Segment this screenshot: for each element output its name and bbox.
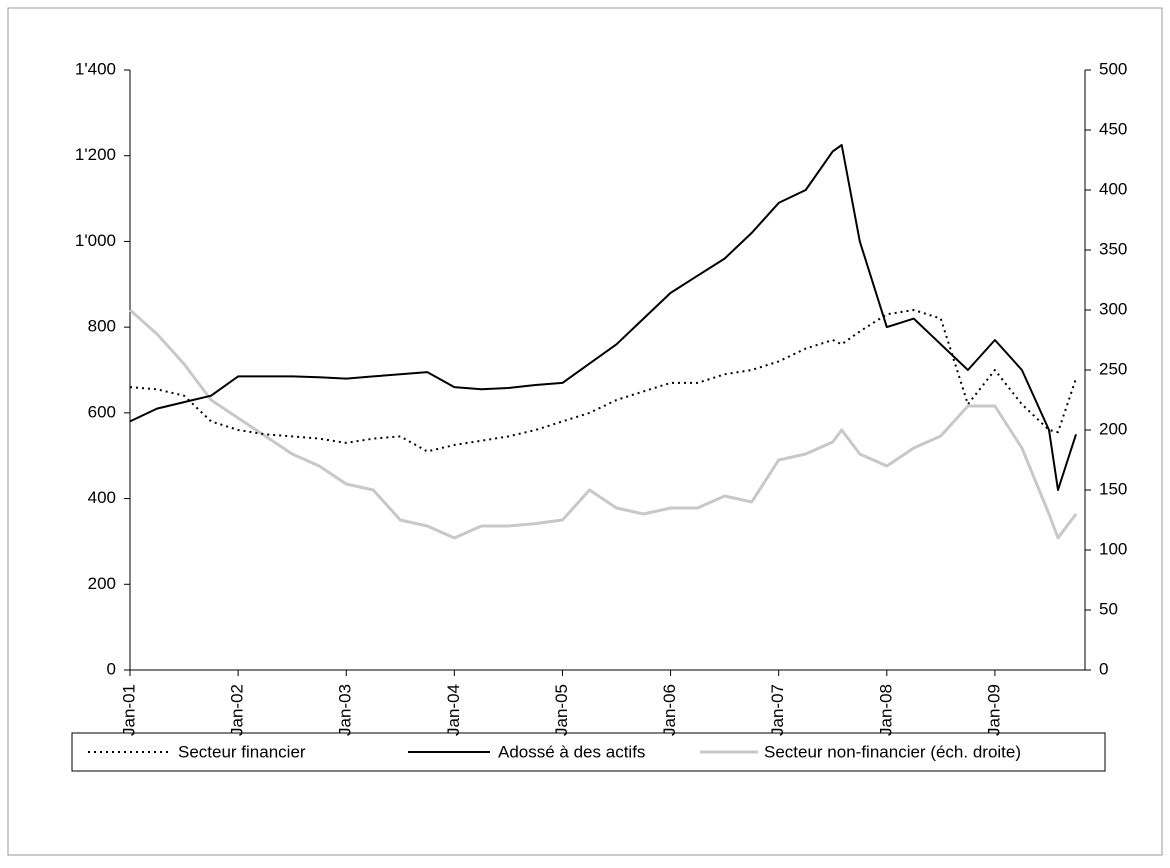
x-tick-label: Jan-07 <box>768 684 787 736</box>
x-tick-label: Jan-06 <box>660 684 679 736</box>
y2-tick-label: 0 <box>1099 659 1108 678</box>
chart-frame <box>7 7 1163 856</box>
legend-label: Adossé à des actifs <box>498 742 645 761</box>
series-line <box>129 308 1078 540</box>
y2-tick-label: 300 <box>1099 299 1127 318</box>
y-tick-label: 1'400 <box>75 59 116 78</box>
legend-label: Secteur financier <box>178 742 306 761</box>
y2-tick-label: 200 <box>1099 419 1127 438</box>
y-tick-label: 1'000 <box>75 231 116 250</box>
y-tick-label: 400 <box>88 488 116 507</box>
x-tick-label: Jan-01 <box>119 684 138 736</box>
legend-label: Secteur non-financier (éch. droite) <box>764 742 1021 761</box>
y2-tick-label: 100 <box>1099 539 1127 558</box>
series-line <box>129 309 1077 453</box>
y2-tick-label: 400 <box>1099 179 1127 198</box>
y-tick-label: 200 <box>88 574 116 593</box>
y2-tick-label: 450 <box>1099 119 1127 138</box>
y-tick-label: 1'200 <box>75 145 116 164</box>
legend-box <box>71 732 1106 772</box>
x-tick-label: Jan-05 <box>552 684 571 736</box>
y-tick-label: 0 <box>107 659 116 678</box>
series-line <box>129 144 1077 491</box>
y2-tick-label: 50 <box>1099 599 1118 618</box>
y2-tick-label: 250 <box>1099 359 1127 378</box>
y2-tick-label: 350 <box>1099 239 1127 258</box>
y2-tick-label: 150 <box>1099 479 1127 498</box>
y2-tick-label: 500 <box>1099 59 1127 78</box>
x-tick-label: Jan-02 <box>228 684 247 736</box>
x-tick-label: Jan-03 <box>336 684 355 736</box>
x-tick-label: Jan-08 <box>876 684 895 736</box>
x-tick-label: Jan-09 <box>984 684 1003 736</box>
y-tick-label: 600 <box>88 402 116 421</box>
x-tick-label: Jan-04 <box>444 684 463 736</box>
y-tick-label: 800 <box>88 317 116 336</box>
